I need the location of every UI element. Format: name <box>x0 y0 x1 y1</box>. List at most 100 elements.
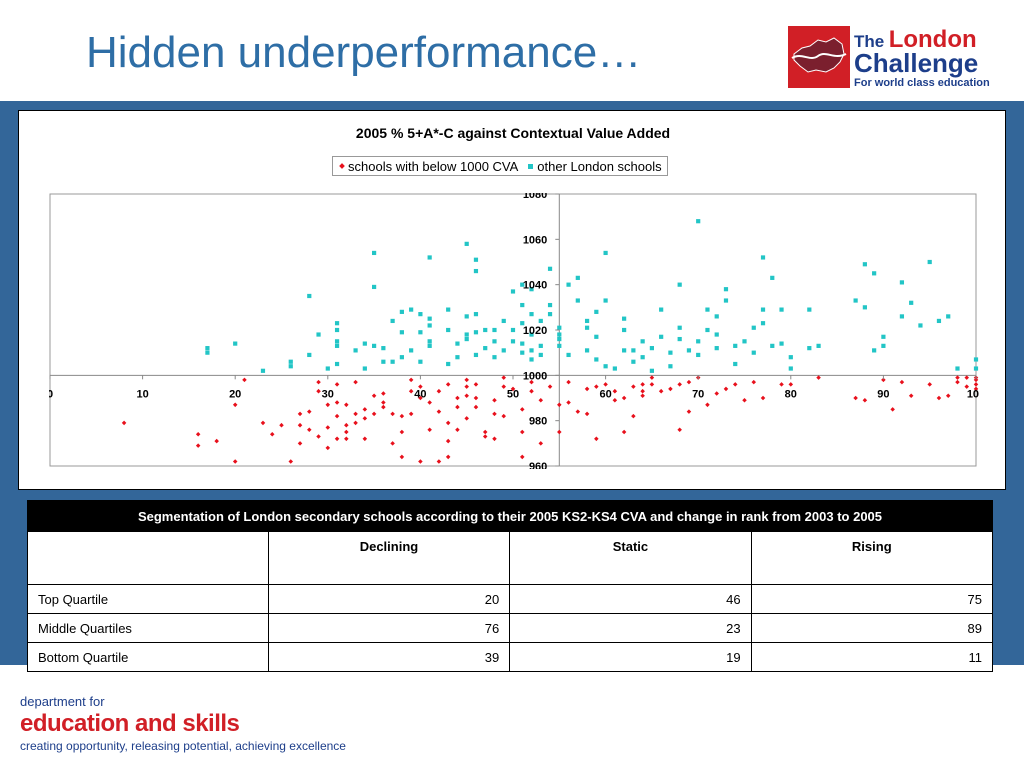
data-point-cyan <box>723 298 729 303</box>
data-point-red <box>519 454 525 460</box>
x-tick-label: 20 <box>229 388 241 400</box>
data-point-cyan <box>696 352 701 358</box>
data-point-red <box>973 377 979 383</box>
data-point-cyan <box>733 361 738 367</box>
data-point-cyan <box>381 346 386 351</box>
dfes-logo: department for education and skills crea… <box>20 694 346 753</box>
data-point-cyan <box>973 366 979 371</box>
data-point-cyan <box>594 334 599 339</box>
data-point-red <box>686 409 692 414</box>
data-point-cyan <box>881 334 886 339</box>
data-point-cyan <box>733 343 738 348</box>
data-point-cyan <box>260 368 266 373</box>
data-point-cyan <box>409 307 414 312</box>
dfes-text-department: department for <box>20 694 105 709</box>
data-point-cyan <box>603 298 608 303</box>
data-point-cyan <box>631 359 636 364</box>
data-point-cyan <box>946 314 951 319</box>
data-point-cyan <box>390 318 395 324</box>
data-point-cyan <box>520 282 525 287</box>
data-point-red <box>334 382 340 387</box>
data-point-cyan <box>483 327 488 333</box>
data-point-red <box>455 427 460 432</box>
data-point-red <box>853 395 858 401</box>
data-point-red <box>297 441 303 446</box>
data-point-cyan <box>529 357 534 362</box>
data-point-cyan <box>520 341 525 346</box>
data-point-cyan <box>816 343 821 348</box>
data-point-red <box>362 416 368 421</box>
london-map-logo-icon <box>788 26 850 88</box>
data-point-cyan <box>307 293 312 299</box>
data-point-cyan <box>483 346 488 351</box>
data-point-red <box>557 429 562 435</box>
data-point-cyan <box>390 359 395 364</box>
data-point-cyan <box>807 346 812 351</box>
data-point-cyan <box>520 302 525 308</box>
data-point-cyan <box>751 350 756 355</box>
data-point-cyan <box>899 280 905 285</box>
data-point-cyan <box>853 298 858 303</box>
logo-text-challenge: Challenge <box>854 48 979 78</box>
data-point-red <box>408 377 414 383</box>
data-point-red <box>464 377 469 383</box>
data-point-red <box>390 411 395 417</box>
data-point-red <box>649 382 655 387</box>
chart-legend: schools with below 1000 CVA other London… <box>332 156 668 176</box>
data-point-cyan <box>233 341 238 346</box>
data-point-cyan <box>372 250 377 256</box>
data-point-red <box>908 393 914 398</box>
data-point-red <box>482 429 488 435</box>
data-point-cyan <box>418 330 423 335</box>
segmentation-table-container: Segmentation of London secondary schools… <box>27 500 994 672</box>
scatter-plot: 0102030405060708090100960980100010201040… <box>49 193 979 469</box>
data-point-red <box>371 393 377 398</box>
data-point-cyan <box>659 307 664 312</box>
data-point-cyan <box>751 325 756 330</box>
row-label-top-quartile: Top Quartile <box>27 584 269 614</box>
dfes-text-strapline: creating opportunity, releasing potentia… <box>20 739 346 753</box>
data-point-red <box>307 409 312 414</box>
data-point-cyan <box>955 366 960 371</box>
data-point-red <box>519 429 525 435</box>
table-row: Middle Quartiles 76 23 89 <box>27 613 994 643</box>
data-point-red <box>353 411 358 417</box>
data-point-red <box>214 438 219 444</box>
data-point-cyan <box>372 343 377 348</box>
data-point-red <box>492 411 497 417</box>
data-point-cyan <box>788 366 793 371</box>
data-point-cyan <box>622 327 627 333</box>
data-point-cyan <box>446 307 451 312</box>
data-point-cyan <box>334 339 340 344</box>
data-point-cyan <box>510 339 516 344</box>
data-point-red <box>455 395 460 401</box>
data-point-red <box>621 395 627 401</box>
cell-value: 11 <box>750 642 994 672</box>
data-point-red <box>344 429 349 435</box>
data-point-red <box>242 377 247 383</box>
data-point-cyan <box>334 327 340 333</box>
chart-panel: 2005 % 5+A*-C against Contextual Value A… <box>18 110 1006 490</box>
data-point-cyan <box>409 348 414 353</box>
london-challenge-logo: The London Challenge For world class edu… <box>788 26 998 94</box>
chart-title: 2005 % 5+A*-C against Contextual Value A… <box>355 125 671 141</box>
data-point-cyan <box>334 321 340 326</box>
data-point-cyan <box>529 312 534 317</box>
data-point-cyan <box>316 332 321 337</box>
slide-title: Hidden underperformance… <box>86 28 642 77</box>
data-point-red <box>501 413 507 419</box>
data-point-cyan <box>399 330 404 335</box>
data-point-cyan <box>473 257 479 262</box>
data-point-red <box>473 395 479 401</box>
data-point-cyan <box>881 343 886 348</box>
data-point-cyan <box>473 352 479 358</box>
data-point-cyan <box>594 357 599 362</box>
data-point-cyan <box>640 355 645 360</box>
data-point-cyan <box>205 346 210 351</box>
data-point-cyan <box>501 318 506 324</box>
data-point-cyan <box>862 262 867 267</box>
data-point-red <box>334 413 340 419</box>
y-tick-label: 980 <box>529 416 547 428</box>
x-tick-label: 10 <box>136 388 148 400</box>
data-point-cyan <box>455 341 460 346</box>
